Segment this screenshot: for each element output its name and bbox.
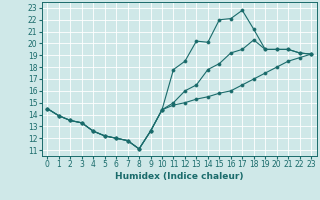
X-axis label: Humidex (Indice chaleur): Humidex (Indice chaleur) [115, 172, 244, 181]
